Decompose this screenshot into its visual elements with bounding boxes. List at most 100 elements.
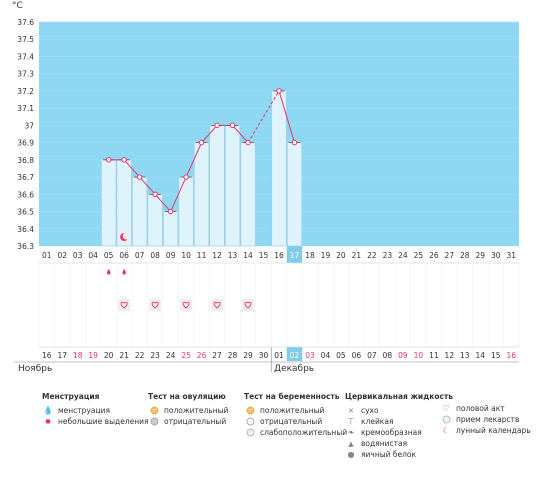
legend-item: ☾ лунный календарь [440,425,531,436]
legend-label: менструация [58,406,110,415]
heart-box [180,299,193,311]
month-label-november: Ноябрь [18,364,53,374]
heart-icon [120,301,128,309]
positive-icon [148,406,160,415]
temperature-point [198,139,205,146]
temperature-bar [101,159,117,247]
heart-box [118,299,131,311]
temperature-bar [225,125,241,247]
temperature-point [105,157,112,163]
temperature-line-segment [232,125,249,143]
legend-label: кремообразная [361,428,422,437]
temperature-point [183,174,189,180]
positive-icon [244,406,256,415]
y-tick-label: 37 [24,121,34,130]
y-tick-label: 37.6 [17,18,34,27]
temperature-point [136,174,143,180]
current-day-highlight-bottom [286,347,303,361]
plot-top-margin [39,10,519,22]
cycle-day-label: 18 [305,251,315,260]
heart-icon: ♡ [442,404,450,413]
cycle-day-label: 23 [383,251,393,260]
calendar-day-label: 22 [135,351,145,360]
legend-other: ♡ половой акт прием лекарств ☾ лунный кале… [440,403,531,436]
legend-label: сухо [361,406,379,415]
y-tick-label: 37.3 [17,70,34,79]
temperature-line-segment [154,193,171,212]
temperature-bar [240,142,256,247]
temperature-point [214,122,220,129]
y-tick-label: 37.1 [17,104,34,113]
cycle-day-label: 06 [119,251,129,260]
calendar-day-label: 02 [290,351,300,360]
calendar-day-label: 13 [460,351,470,360]
calendar-day-label: 14 [476,351,486,360]
temperature-bar [194,142,210,247]
light-discharge-icon [122,269,126,275]
temperature-bar [286,142,303,247]
calendar-day-label: 16 [506,351,516,360]
y-tick-label: 37.2 [17,87,34,96]
calendar-day-label: 29 [243,351,253,360]
legend-item: положительный [148,405,228,416]
y-tick-label: 36.8 [17,156,34,165]
cycle-day-label: 10 [181,251,191,260]
y-tick-label: 36.4 [17,225,34,234]
cycle-day-label: 30 [491,251,501,260]
legend-label: клейкая [361,417,394,426]
calendar-day-label: 20 [104,351,114,360]
moon-icon-cutout [122,232,130,240]
calendar-day-label: 28 [228,351,238,360]
calendar-day-label: 15 [491,351,501,360]
calendar-day-label: 27 [212,351,222,360]
calendar-day-label: 25 [181,351,191,360]
cycle-day-label: 22 [367,251,377,260]
cycle-day-label: 31 [506,251,516,260]
legend-label: положительный [260,406,325,415]
calendar-day-label: 05 [336,351,346,360]
calendar-day-label: 30 [259,351,269,360]
temperature-point [229,122,236,129]
heart-icon [151,301,159,309]
calendar-day-label: 10 [414,351,424,360]
current-day-highlight-top [286,246,303,263]
calendar-day-label: 16 [42,351,52,360]
negative-icon [244,417,256,426]
cycle-day-label: 20 [336,251,346,260]
cycle-day-label: 17 [290,251,300,260]
temperature-point [276,88,282,94]
legend-label: отрицательный [164,417,227,426]
temperature-line-segment [201,125,218,143]
legend-label: прием лекарств [456,415,520,424]
calendar-day-label: 07 [367,351,377,360]
y-tick-label: 36.7 [17,173,34,182]
cycle-day-label: 19 [321,251,331,260]
legend-item: слабоположительный [244,427,347,438]
calendar-day-label: 01 [274,351,284,360]
heart-icon [244,301,252,309]
y-tick-label: 37.4 [17,52,34,61]
egg-white-icon: ● [347,450,355,459]
temperature-line-gap [247,90,280,143]
temperature-line-segment [139,176,156,195]
cycle-day-label: 25 [414,251,424,260]
calendar-day-label: 17 [57,351,67,360]
heart-icon [213,301,221,309]
legend-item: ⊤ клейкая [345,416,453,427]
watery-icon: ▲ [348,439,354,448]
legend-label: лунный календарь [456,426,531,435]
cycle-day-label: 27 [445,251,455,260]
cycle-day-label: 07 [135,251,145,260]
creamy-icon: ❧ [347,428,355,437]
cycle-day-label: 02 [57,251,67,260]
temperature-line-segment [123,159,141,178]
legend-label: отрицательный [260,417,323,426]
dry-icon: × [347,406,355,415]
legend-pregnancy-test: Тест на беременность положительный отриц… [244,392,347,438]
legend-title: Тест на беременность [244,392,340,401]
legend-title: Менструация [42,392,100,401]
cycle-day-label: 15 [259,251,269,260]
heart-box [242,299,255,311]
cycle-day-label: 11 [197,251,207,260]
cycle-day-label: 28 [460,251,470,260]
